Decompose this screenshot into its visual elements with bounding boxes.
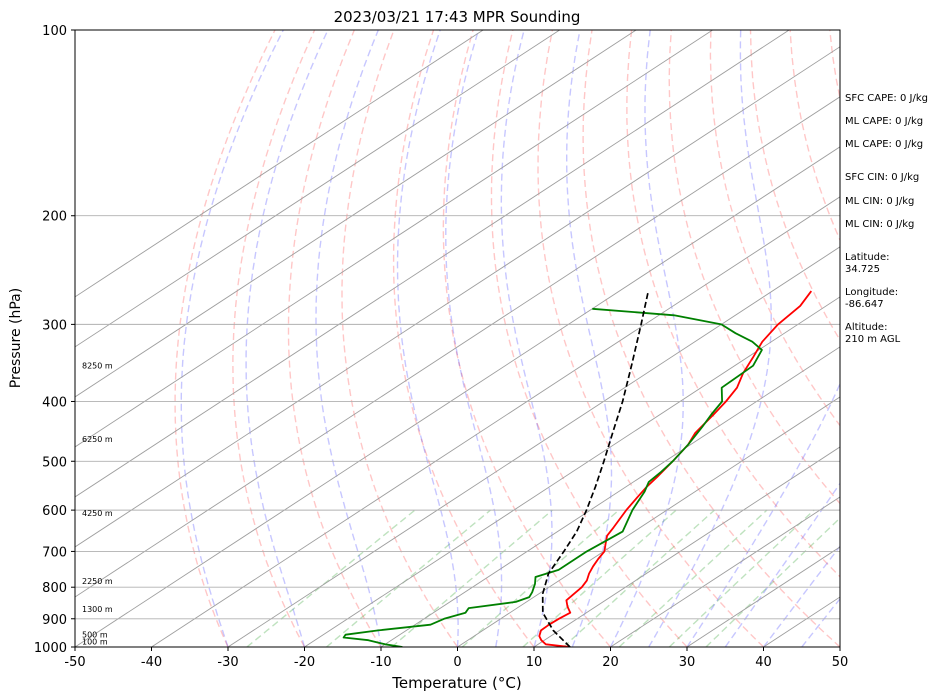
- isotherm-line: [75, 30, 713, 448]
- dry-adiabat-line: [341, 30, 459, 647]
- isotherm-line: [151, 196, 840, 647]
- isotherm-line: [75, 146, 840, 647]
- moist-adiabat-line: [648, 30, 772, 647]
- height-label: 8250 m: [82, 362, 113, 371]
- pressure-gridlines: [75, 29, 840, 648]
- plot-frame: [74, 29, 841, 648]
- y-axis-label: Pressure (hPa): [8, 288, 24, 388]
- y-tick-label: 700: [42, 545, 67, 560]
- moist-adiabat-line: [566, 30, 613, 647]
- isotherm-line: [75, 30, 790, 498]
- x-tick-label: 20: [602, 655, 619, 670]
- dewpoint-profile-line: [342, 307, 763, 647]
- y-tick-label: 800: [42, 581, 67, 596]
- longitude-label: Longitude:: [845, 287, 899, 298]
- dry-adiabat-line: [287, 30, 382, 647]
- y-tick-label: 500: [42, 455, 67, 470]
- isotherm-line: [75, 30, 560, 348]
- isotherm-line: [380, 346, 840, 647]
- moist-adiabat-line: [245, 30, 329, 647]
- mixing-ratio-line: [705, 517, 840, 647]
- sounding-profiles: [342, 290, 813, 647]
- isotherm-line: [533, 446, 840, 647]
- dry-adiabat-line: [668, 30, 840, 505]
- y-tick-label: 400: [42, 395, 67, 410]
- x-tick-label: -30: [217, 655, 238, 670]
- y-axis-ticks: 100 200 300 400 500 600 700 800 900 1000: [34, 24, 75, 656]
- dry-adiabat-line: [582, 30, 840, 647]
- ml-cin-text: ML CIN: 0 J/kg: [845, 196, 915, 207]
- y-tick-label: 1000: [34, 641, 67, 656]
- chart-title: 2023/03/21 17:43 MPR Sounding: [334, 8, 581, 26]
- x-tick-label: -50: [64, 655, 85, 670]
- x-tick-label: 50: [832, 655, 849, 670]
- y-tick-label: 900: [42, 613, 67, 628]
- x-tick-label: -40: [141, 655, 162, 670]
- isotherm-line: [457, 396, 840, 647]
- background-reference-lines: [75, 30, 840, 647]
- isotherm-line: [610, 496, 840, 647]
- moist-adiabat-line: [315, 30, 382, 647]
- mixing-ratio-line: [668, 509, 815, 647]
- isotherm-line: [75, 30, 637, 398]
- dry-adiabat-line: [749, 30, 840, 342]
- ml-cin-text-2: ML CIN: 0 J/kg: [845, 219, 915, 230]
- moist-adiabat-line: [686, 382, 840, 647]
- moist-adiabat-line: [801, 597, 840, 647]
- sfc-cin-text: SFC CIN: 0 J/kg: [845, 172, 920, 183]
- x-axis-label: Temperature (°C): [391, 674, 521, 692]
- y-tick-label: 600: [42, 504, 67, 519]
- dry-adiabat-line: [392, 30, 535, 647]
- isotherm-line: [75, 46, 840, 548]
- altitude-label: Altitude:: [845, 322, 888, 333]
- x-tick-label: 10: [526, 655, 543, 670]
- x-axis-ticks: -50 -40 -30 -20 -10 0 10 20 30 40 50: [64, 647, 848, 670]
- moist-adiabat-line: [396, 30, 459, 647]
- temperature-profile-line: [538, 290, 813, 647]
- x-tick-label: -10: [370, 655, 391, 670]
- moist-adiabat-line: [500, 30, 553, 647]
- dry-adiabat-line: [232, 30, 316, 647]
- mixing-ratio-line: [246, 509, 416, 647]
- height-label: 4250 m: [82, 509, 113, 518]
- x-tick-label: 40: [755, 655, 772, 670]
- moist-adiabat-line: [445, 30, 503, 647]
- ml-cape-text-2: ML CAPE: 0 J/kg: [845, 139, 924, 150]
- ml-cape-text: ML CAPE: 0 J/kg: [845, 116, 924, 127]
- moist-adiabat-line: [180, 30, 284, 647]
- latitude-value: 34.725: [845, 264, 880, 275]
- dry-adiabat-line: [626, 30, 840, 578]
- dry-adiabat-line: [442, 30, 612, 647]
- parcel-path-line: [541, 290, 650, 647]
- longitude-value: -86.647: [845, 299, 884, 310]
- dry-adiabat-line: [537, 30, 764, 647]
- y-tick-label: 300: [42, 318, 67, 333]
- height-label: 2250 m: [82, 577, 113, 586]
- altitude-value: 210 m AGL: [845, 334, 901, 345]
- height-label: 1300 m: [82, 605, 113, 614]
- moist-adiabat-line: [609, 30, 684, 647]
- x-tick-label: -20: [294, 655, 315, 670]
- height-label: 500 m: [82, 631, 108, 640]
- latitude-label: Latitude:: [845, 252, 890, 263]
- dry-adiabat-line: [174, 30, 276, 647]
- x-tick-label: 30: [679, 655, 696, 670]
- y-tick-label: 100: [42, 24, 67, 39]
- isotherm-line: [227, 246, 840, 647]
- dry-adiabat-line: [490, 30, 688, 647]
- x-tick-label: 0: [453, 655, 461, 670]
- isotherm-line: [304, 296, 840, 647]
- y-tick-label: 200: [42, 210, 67, 225]
- isotherm-line: [75, 30, 484, 298]
- isotherm-line: [75, 96, 840, 598]
- height-label: 6250 m: [82, 435, 113, 444]
- height-label: 100 m: [82, 638, 108, 647]
- sfc-cape-text: SFC CAPE: 0 J/kg: [845, 93, 928, 104]
